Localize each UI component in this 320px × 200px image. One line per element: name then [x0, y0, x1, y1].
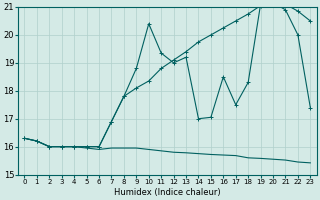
X-axis label: Humidex (Indice chaleur): Humidex (Indice chaleur)	[114, 188, 221, 197]
